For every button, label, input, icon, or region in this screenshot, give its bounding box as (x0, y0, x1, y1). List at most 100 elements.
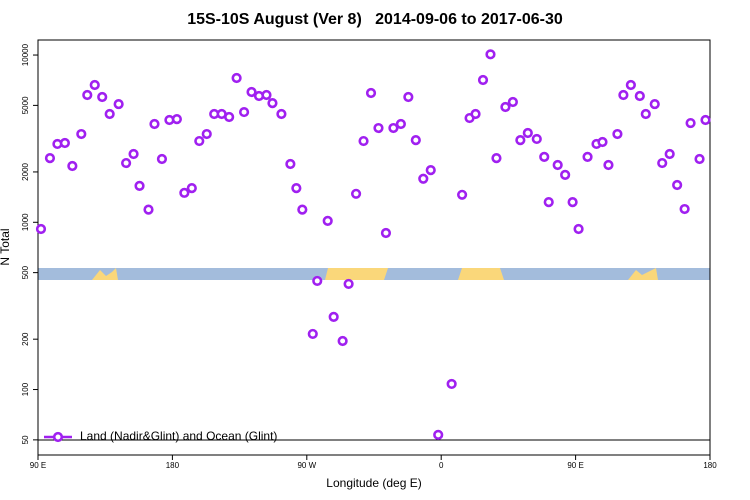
point (297, 204, 308, 215)
y-tick-label: 200 (21, 332, 30, 346)
point (82, 89, 93, 101)
point (143, 204, 154, 215)
point (500, 101, 511, 113)
land-patch (325, 268, 388, 280)
y-axis-label: N Total (0, 228, 12, 265)
point (67, 160, 78, 172)
y-tick-label: 5000 (21, 96, 30, 114)
point (679, 203, 690, 215)
point (388, 122, 399, 134)
point (358, 135, 369, 147)
point (560, 169, 571, 181)
y-tick-label: 1000 (21, 213, 30, 231)
x-axis-label: Longitude (deg E) (326, 476, 421, 490)
y-tick-label: 2000 (21, 162, 30, 180)
land-patch (92, 268, 118, 280)
point (403, 91, 414, 103)
point (567, 197, 578, 208)
point (134, 180, 145, 192)
point (507, 96, 518, 108)
point (35, 223, 47, 235)
x-tick-label: 90 E (30, 461, 46, 470)
point (89, 79, 100, 91)
y-tick-label: 100 (21, 382, 30, 396)
point (573, 223, 584, 235)
point (672, 179, 683, 191)
point (418, 173, 429, 184)
point (373, 122, 384, 134)
point (337, 335, 348, 347)
point (179, 187, 190, 198)
point (97, 91, 108, 103)
y-tick-label: 10000 (21, 43, 30, 66)
point (113, 98, 124, 110)
y-tick-label: 50 (21, 435, 30, 444)
legend-label: Land (Nadir&Glint) and Ocean (Glint) (80, 429, 277, 443)
point (186, 183, 197, 194)
point (231, 72, 242, 84)
chart-title: 15S-10S August (Ver 8) 2014-09-06 to 201… (187, 11, 563, 28)
point (582, 151, 593, 162)
point (246, 86, 257, 98)
x-tick-label: 90 E (567, 461, 583, 470)
plot-frame (37, 39, 711, 456)
point (59, 137, 70, 149)
point (350, 188, 362, 199)
point (543, 197, 554, 208)
point (552, 159, 563, 171)
point (104, 108, 115, 120)
point (664, 148, 675, 160)
point (261, 89, 272, 101)
point (276, 108, 287, 120)
point (224, 111, 235, 123)
point (312, 275, 323, 287)
point (238, 106, 250, 118)
point (485, 49, 496, 60)
point (328, 311, 339, 322)
y-tick-label: 500 (21, 265, 30, 279)
point (603, 159, 614, 171)
point (76, 128, 87, 140)
point (425, 165, 436, 176)
point (380, 227, 392, 239)
point (477, 74, 489, 86)
point (343, 278, 354, 290)
point (128, 148, 139, 160)
point (322, 215, 333, 226)
point (491, 152, 502, 164)
point (457, 189, 468, 200)
point (267, 97, 278, 109)
x-tick-label: 0 (439, 461, 444, 470)
point (470, 108, 481, 120)
point (618, 89, 629, 101)
point (395, 118, 406, 130)
x-tick-label: 90 W (297, 461, 316, 470)
point (44, 152, 56, 164)
point (625, 79, 636, 91)
point (539, 151, 550, 162)
point (149, 118, 160, 130)
land-patch (458, 268, 504, 280)
point (446, 378, 457, 390)
point (685, 117, 696, 129)
point (291, 183, 302, 194)
point (121, 157, 132, 169)
point (410, 135, 421, 146)
point (307, 328, 318, 340)
point (531, 133, 542, 145)
point (201, 128, 212, 140)
point (634, 90, 645, 102)
point (597, 136, 608, 148)
point (285, 158, 296, 170)
point (649, 98, 660, 110)
point (640, 108, 651, 120)
map-strip (38, 268, 710, 280)
point (657, 157, 668, 169)
legend-marker (52, 431, 64, 443)
x-tick-label: 180 (166, 461, 180, 470)
x-tick-label: 180 (703, 461, 717, 470)
point (612, 128, 623, 140)
point (522, 127, 533, 139)
